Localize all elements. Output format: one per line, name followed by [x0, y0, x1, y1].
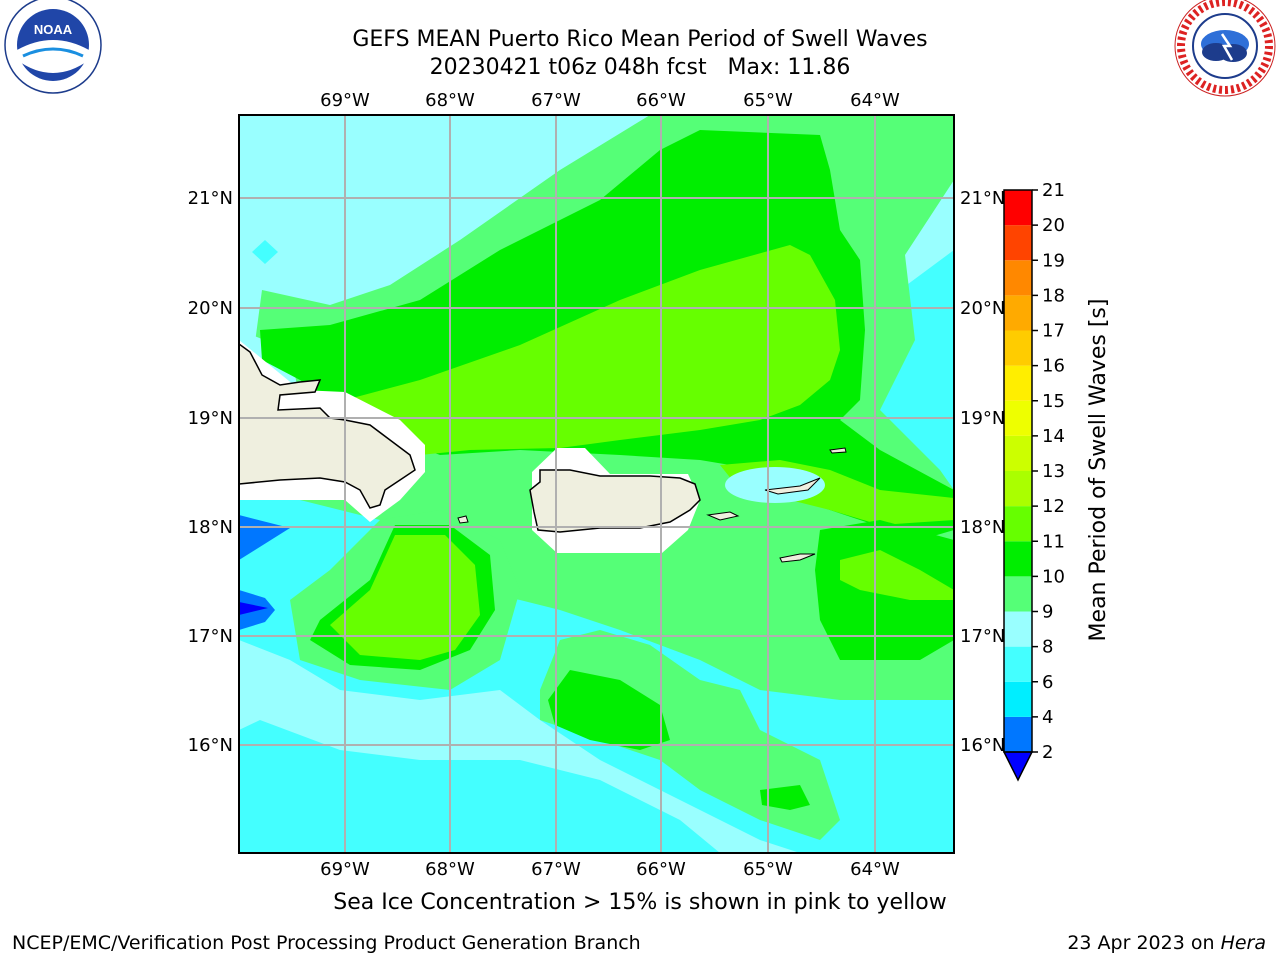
- lat-label: 18°N: [188, 517, 233, 538]
- colorbar-tick-label: 16: [1042, 356, 1065, 377]
- colorbar-tick-label: 17: [1042, 321, 1065, 342]
- footer-host: Hera: [1220, 932, 1266, 954]
- land-puerto-rico: [529, 469, 701, 533]
- colorbar-segment: [1004, 576, 1032, 612]
- lat-labels-left: 21°N 20°N 19°N 18°N 17°N 16°N: [188, 188, 233, 756]
- lat-label: 16°N: [188, 735, 233, 756]
- land-st-croix: [779, 553, 816, 563]
- graticule: [239, 115, 954, 853]
- land-hispaniola: [239, 343, 416, 509]
- colorbar-segment: [1004, 716, 1032, 752]
- colorbar: 2 4 6 8 9 10 11 12 13 14 15 16 17 18 19 20 21: [1002, 180, 1065, 782]
- colorbar-tick-label: 21: [1042, 180, 1065, 201]
- colorbar-tick-label: 12: [1042, 496, 1065, 517]
- land-virgin-islands: [764, 477, 821, 495]
- lon-label: 65°W: [743, 90, 793, 111]
- colorbar-segment: [1004, 611, 1032, 647]
- lon-label: 65°W: [743, 859, 793, 880]
- land-anegada: [829, 447, 847, 454]
- field-lime-east-south: [840, 550, 954, 600]
- field-cyan-southwest: [239, 720, 720, 853]
- field-green-southeast: [548, 670, 670, 750]
- lat-label: 16°N: [960, 735, 1005, 756]
- field-cyan-spot: [252, 240, 278, 264]
- title-line-2: 20230421 t06z 048h fcst Max: 11.86: [429, 55, 851, 80]
- colorbar-tick-label: 4: [1042, 707, 1053, 728]
- lat-labels-right: 21°N 20°N 19°N 18°N 17°N 16°N: [960, 188, 1005, 756]
- colorbar-segment: [1004, 225, 1032, 261]
- lat-label: 17°N: [960, 626, 1005, 647]
- lon-label: 69°W: [320, 859, 370, 880]
- colorbar-segment: [1004, 646, 1032, 682]
- colorbar-tick-label: 2: [1042, 742, 1053, 763]
- colorbar-extend-triangle: [1002, 751, 1034, 782]
- colorbar-segment: [1004, 295, 1032, 331]
- lat-label: 20°N: [188, 298, 233, 319]
- lat-label: 18°N: [960, 517, 1005, 538]
- colorbar-tick-label: 13: [1042, 461, 1065, 482]
- field-lime-south: [330, 535, 480, 660]
- lon-label: 68°W: [425, 859, 475, 880]
- colorbar-segment: [1004, 330, 1032, 366]
- colorbar-tick-label: 15: [1042, 391, 1065, 412]
- colorbar-segment: [1004, 400, 1032, 436]
- map-frame: [238, 114, 955, 854]
- lon-label: 68°W: [425, 90, 475, 111]
- lon-labels-bottom: 69°W 68°W 67°W 66°W 65°W 64°W: [320, 859, 900, 880]
- lat-label: 19°N: [188, 408, 233, 429]
- land-mona: [457, 515, 469, 524]
- colorbar-tick-label: 10: [1042, 566, 1065, 587]
- noaa-logo-text: NOAA: [34, 22, 73, 37]
- lon-label: 67°W: [531, 859, 581, 880]
- colorbar-segment: [1004, 260, 1032, 296]
- colorbar-label: Mean Period of Swell Waves [s]: [1086, 299, 1111, 642]
- lon-label: 64°W: [850, 90, 900, 111]
- colorbar-tick-label: 14: [1042, 426, 1065, 447]
- lat-label: 20°N: [960, 298, 1005, 319]
- map-field: [239, 115, 954, 853]
- lon-label: 67°W: [531, 90, 581, 111]
- colorbar-segment: [1004, 681, 1032, 717]
- colorbar-tick-label: 19: [1042, 250, 1065, 271]
- colorbar-tick-label: 9: [1042, 602, 1053, 623]
- title-line-1: GEFS MEAN Puerto Rico Mean Period of Swe…: [352, 27, 928, 52]
- lat-label: 19°N: [960, 408, 1005, 429]
- land-vieques: [706, 511, 740, 521]
- lat-label: 21°N: [960, 188, 1005, 209]
- lat-label: 21°N: [188, 188, 233, 209]
- lon-label: 66°W: [636, 859, 686, 880]
- colorbar-segment: [1004, 365, 1032, 401]
- colorbar-tick-label: 6: [1042, 672, 1053, 693]
- chart-title: GEFS MEAN Puerto Rico Mean Period of Swe…: [0, 26, 1280, 82]
- footer-date-text: 23 Apr 2023 on: [1067, 932, 1221, 954]
- field-green-spot: [760, 785, 810, 810]
- colorbar-segment: [1004, 471, 1032, 507]
- lon-label: 66°W: [636, 90, 686, 111]
- colorbar-tick-label: 18: [1042, 285, 1065, 306]
- colorbar-segment: [1004, 435, 1032, 471]
- field-lime-core: [345, 245, 840, 455]
- field-darkblue-west: [239, 602, 268, 615]
- footer-date: 23 Apr 2023 on Hera: [1067, 932, 1266, 954]
- lon-labels-top: 69°W 68°W 67°W 66°W 65°W 64°W: [320, 90, 900, 111]
- colorbar-segment: [1004, 541, 1032, 577]
- colorbar-segment: [1004, 190, 1032, 226]
- field-lightcyan-east: [725, 467, 825, 503]
- sea-ice-caption: Sea Ice Concentration > 15% is shown in …: [333, 890, 947, 915]
- noaa-logo: NOAA: [4, 0, 102, 94]
- lon-label: 64°W: [850, 859, 900, 880]
- footer-branch: NCEP/EMC/Verification Post Processing Pr…: [12, 932, 641, 954]
- lat-label: 17°N: [188, 626, 233, 647]
- colorbar-tick-label: 11: [1042, 531, 1065, 552]
- colorbar-segment: [1004, 506, 1032, 542]
- nws-logo: [1174, 0, 1276, 97]
- lon-label: 69°W: [320, 90, 370, 111]
- colorbar-tick-label: 20: [1042, 215, 1065, 236]
- colorbar-tick-label: 8: [1042, 637, 1053, 658]
